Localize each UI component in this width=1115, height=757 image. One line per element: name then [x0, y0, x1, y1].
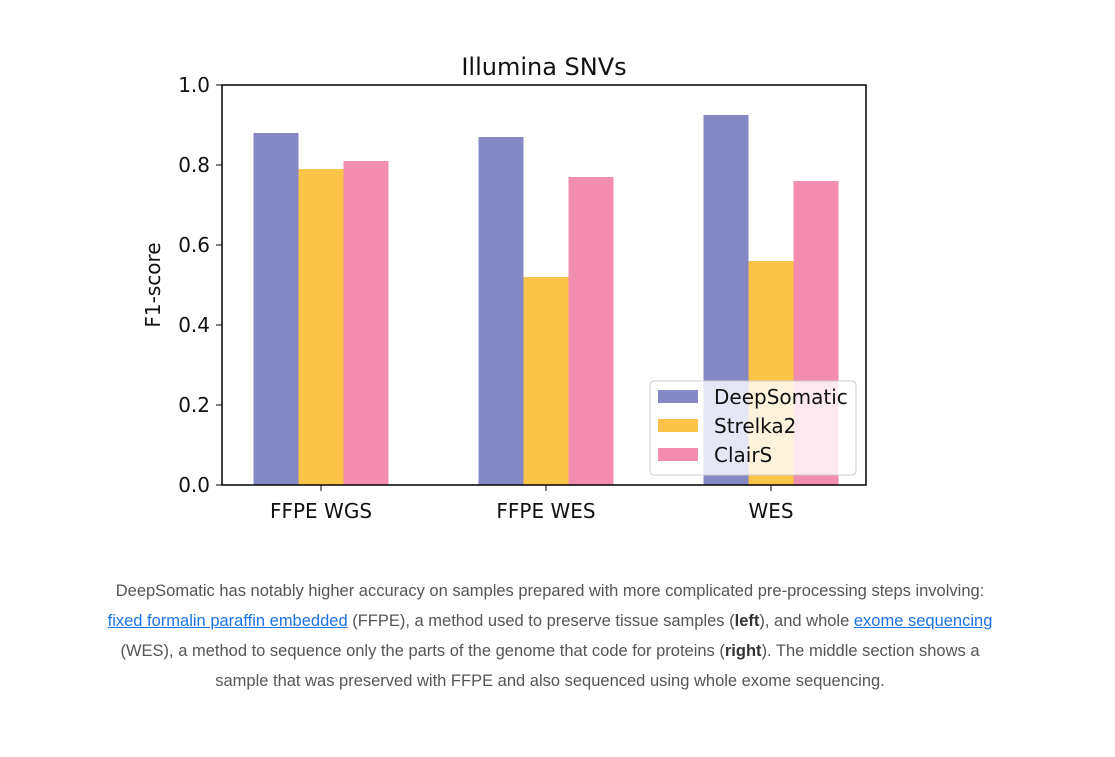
legend-label: Strelka2 [714, 414, 796, 438]
caption-text: (FFPE), a method used to preserve tissue… [347, 612, 735, 630]
bar-strelka2-ffpe-wes [523, 277, 569, 485]
legend-swatch [658, 448, 698, 461]
bar-chart: Illumina SNVs FFPE WGS FFPE WES WES 0.0 0.2 0.… [141, 53, 867, 523]
y-tick-label: 0.8 [178, 153, 210, 177]
x-tick-label: WES [748, 499, 793, 523]
caption-bold: left [734, 612, 760, 630]
bar-clairs-ffpe-wes [568, 177, 614, 485]
caption-text: ), and whole [759, 612, 854, 630]
chart-title: Illumina SNVs [461, 53, 626, 81]
y-tick-label: 0.0 [178, 473, 210, 497]
caption-bold: right [724, 642, 762, 660]
bar-clairs-ffpe-wgs [343, 161, 389, 485]
bar-strelka2-ffpe-wgs [298, 169, 344, 485]
caption-text: DeepSomatic has notably higher accuracy … [115, 582, 985, 600]
ffpe-link[interactable]: fixed formalin paraffin embedded [107, 612, 348, 630]
y-tick-label: 1.0 [178, 73, 210, 97]
y-axis-label: F1-score [141, 242, 165, 327]
legend-label: ClairS [714, 443, 772, 467]
legend-swatch [658, 390, 698, 403]
legend-swatch [658, 419, 698, 432]
bar-deepsomatic-ffpe-wes [478, 137, 524, 485]
bar-deepsomatic-ffpe-wgs [253, 133, 299, 485]
x-tick-label: FFPE WES [496, 499, 595, 523]
y-tick-label: 0.6 [178, 233, 210, 257]
legend [649, 380, 857, 476]
y-tick-label: 0.4 [178, 313, 210, 337]
caption-text: (WES), a method to sequence only the par… [120, 642, 725, 660]
figure-caption: DeepSomatic has notably higher accuracy … [100, 576, 1000, 696]
plot-frame [221, 84, 867, 486]
y-tick-label: 0.2 [178, 393, 210, 417]
exome-sequencing-link[interactable]: exome sequencing [853, 612, 993, 630]
caption-text: ). The middle section shows a sample tha… [215, 642, 980, 690]
x-tick-label: FFPE WGS [270, 499, 372, 523]
legend-label: DeepSomatic [714, 385, 848, 409]
